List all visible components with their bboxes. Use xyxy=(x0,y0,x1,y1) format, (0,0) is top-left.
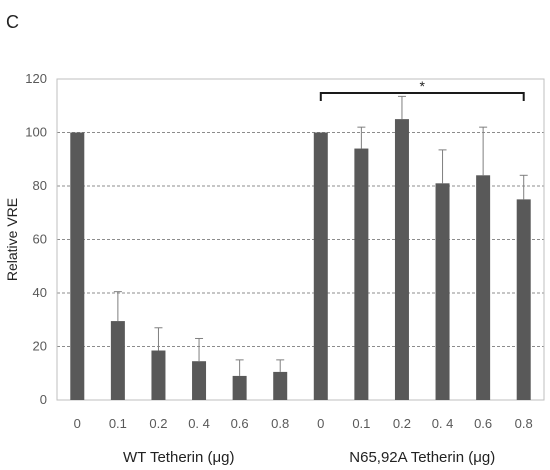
x-tick-label: 0.2 xyxy=(393,416,411,431)
bars xyxy=(70,119,531,400)
plot-area-frame xyxy=(56,78,545,401)
x-tick-label: 0.8 xyxy=(515,416,533,431)
x-tick-label: 0. 4 xyxy=(432,416,454,431)
bar xyxy=(354,148,369,400)
y-tick-label: 20 xyxy=(33,339,47,354)
x-tick-label: 0.1 xyxy=(109,416,127,431)
significance-marker: * xyxy=(420,78,426,94)
y-axis-title: Relative VRE xyxy=(4,198,20,281)
bar xyxy=(476,175,491,400)
bar xyxy=(273,371,288,400)
group-label: N65,92A Tetherin (μg) xyxy=(349,449,495,466)
bar xyxy=(516,199,531,400)
y-tick-label: 0 xyxy=(40,392,47,407)
significance-bracket: * xyxy=(319,78,525,101)
bar xyxy=(192,361,207,400)
x-tick-label: 0.8 xyxy=(271,416,289,431)
bar xyxy=(151,350,166,400)
significance-bracket-line xyxy=(319,92,525,101)
bar xyxy=(110,321,125,400)
x-tick-label: 0.6 xyxy=(231,416,249,431)
y-tick-label: 40 xyxy=(33,285,47,300)
group-labels: WT Tetherin (μg) N65,92A Tetherin (μg) xyxy=(123,449,495,466)
gridlines xyxy=(57,132,544,347)
x-tick-label: 0 xyxy=(317,416,324,431)
group-label: WT Tetherin (μg) xyxy=(123,449,234,466)
panel-label: C xyxy=(6,12,19,32)
x-tick-label: 0 xyxy=(74,416,81,431)
bar xyxy=(232,375,247,400)
y-tick-label: 120 xyxy=(25,71,47,86)
x-tick-label: 0.1 xyxy=(352,416,370,431)
error-bars xyxy=(113,95,528,376)
y-tick-label: 100 xyxy=(25,125,47,140)
y-tick-label: 60 xyxy=(33,232,47,247)
bar xyxy=(313,132,328,400)
y-tick-label: 80 xyxy=(33,178,47,193)
x-tick-label: 0.6 xyxy=(474,416,492,431)
x-tick-label: 0. 4 xyxy=(188,416,210,431)
y-axis-ticks: 0 20 40 60 80 100 120 xyxy=(25,71,47,407)
x-axis-ticks: 0 0.1 0.2 0. 4 0.6 0.8 0 0.1 0.2 0. 4 0.6 0.8 xyxy=(74,416,533,431)
x-tick-label: 0.2 xyxy=(149,416,167,431)
bar xyxy=(435,183,450,400)
bar xyxy=(70,132,85,400)
bar xyxy=(394,119,409,400)
